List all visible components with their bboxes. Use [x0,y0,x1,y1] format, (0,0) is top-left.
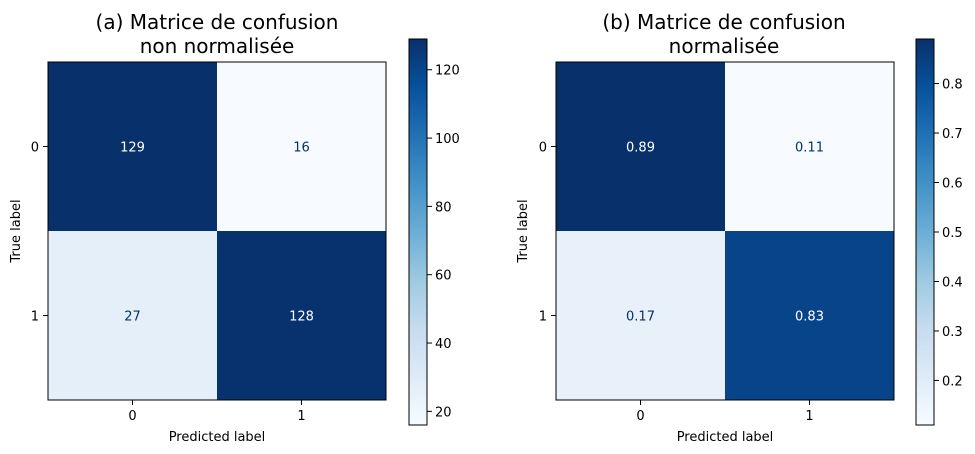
chart-0-cell-label-0-0: 129 [120,141,145,156]
chart-0: (a) Matrice de confusion non normalisée12… [9,10,460,445]
chart-1-xlabel: Predicted label [677,430,774,445]
chart-1-title-line-1: normalisée [669,34,780,58]
chart-1-colorbar-tick-label-1: 0.3 [942,325,963,340]
chart-1-axes-frame [555,61,895,401]
chart-1-cell-1-0 [556,231,725,400]
chart-1-ylabel: True label [516,199,531,263]
chart-0-cell-label-1-0: 27 [124,310,141,325]
chart-1-cell-label-1-0: 0.17 [626,310,655,325]
chart-1-xtick-label-1: 1 [805,409,813,424]
chart-0-cell-0-0 [48,62,217,231]
chart-0-colorbar [408,38,428,426]
chart-0-cell-0-1 [217,62,386,231]
chart-1-ytick-label-1: 1 [539,310,547,325]
chart-0-axes-frame [47,61,387,401]
chart-0-cell-label-0-1: 16 [293,141,310,156]
chart-0-ylabel: True label [9,199,24,263]
chart-1: (b) Matrice de confusion normalisée 0.89 0.… [516,10,963,445]
chart-1-title: (b) Matrice de confusion normalisée [602,10,845,58]
chart-0-title-line-0: (a) Matrice de confusion [96,10,339,34]
chart-0-colorbar-tick-label-5: 120 [435,64,460,79]
chart-1-colorbar-tick-label-3: 0.5 [942,226,963,241]
chart-1-cell-0-1 [725,62,894,231]
chart-0-title: (a) Matrice de confusion non normalisée [96,10,339,58]
chart-0-colorbar-tick-label-3: 80 [435,200,452,215]
chart-0-title-line-1: non normalisée [140,34,295,58]
chart-1-colorbar [915,38,935,426]
chart-1-colorbar-tick-label-5: 0.7 [942,127,963,142]
chart-1-colorbar-tick-label-2: 0.4 [942,275,963,290]
chart-0-cell-1-0 [48,231,217,400]
chart-0-ytick-label-0: 0 [31,141,39,156]
chart-1-colorbar-tick-label-6: 0.8 [942,78,963,93]
chart-0-ytick-label-1: 1 [31,310,39,325]
chart-1-colorbar-tick-label-4: 0.6 [942,177,963,192]
chart-0-colorbar-tick-label-0: 20 [435,405,452,420]
chart-1-colorbar-tick-label-0: 0.2 [942,374,963,389]
chart-0-cell-1-1 [217,231,386,400]
chart-1-cell-label-1-1: 0.83 [795,310,824,325]
chart-1-xtick-label-0: 0 [636,409,644,424]
chart-0-xtick-label-0: 0 [128,409,136,424]
chart-0-xtick-label-1: 1 [297,409,305,424]
chart-0-xlabel: Predicted label [169,430,266,445]
chart-0-colorbar-tick-label-1: 40 [435,337,452,352]
chart-1-cell-0-0 [556,62,725,231]
chart-1-title-line-0: (b) Matrice de confusion [602,10,845,34]
chart-0-cell-label-1-1: 128 [289,310,314,325]
chart-1-cell-label-0-1: 0.11 [795,141,824,156]
chart-1-ytick-label-0: 0 [539,141,547,156]
chart-0-colorbar-tick-label-4: 100 [435,132,460,147]
chart-1-cell-label-0-0: 0.89 [626,141,655,156]
chart-0-colorbar-tick-label-2: 60 [435,269,452,284]
chart-1-cell-1-1 [725,231,894,400]
